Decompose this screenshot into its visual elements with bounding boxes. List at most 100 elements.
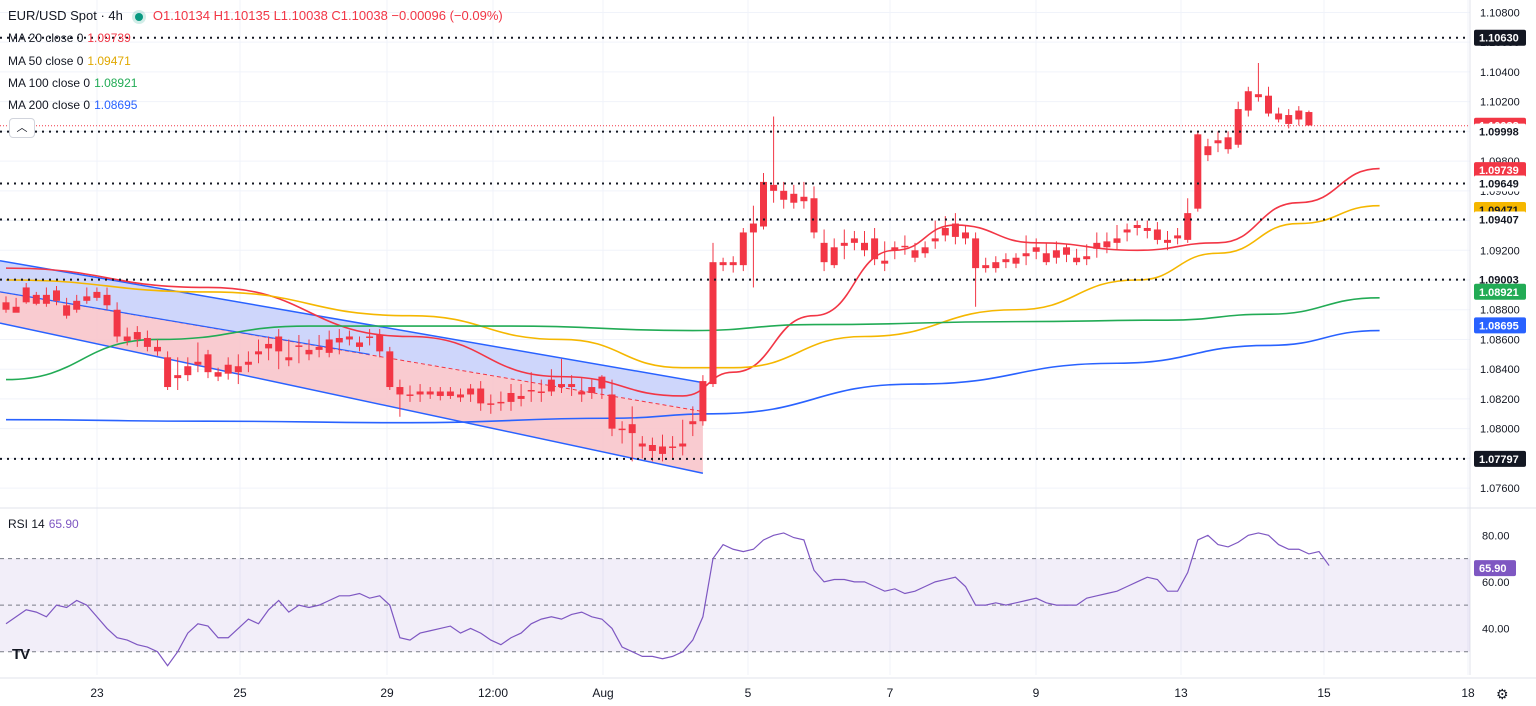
ma200-legend[interactable]: MA 200 close 0 1.08695 bbox=[8, 98, 137, 112]
price-label-box bbox=[1474, 175, 1526, 192]
candle-body bbox=[1214, 140, 1222, 144]
candle-body bbox=[820, 242, 828, 263]
candle-body bbox=[406, 394, 414, 396]
candle-body bbox=[487, 403, 495, 405]
candle-body bbox=[1295, 110, 1303, 120]
candle-body bbox=[154, 346, 161, 352]
price-label-text: 1.09003 bbox=[1479, 275, 1519, 287]
chevron-up-icon[interactable]: ︿ bbox=[9, 118, 35, 138]
price-label-box bbox=[1474, 162, 1526, 179]
time-tick-label: 25 bbox=[233, 686, 247, 700]
channel-layer bbox=[0, 259, 704, 474]
candle-body bbox=[305, 349, 313, 355]
candle-body bbox=[1123, 229, 1131, 233]
candle-body bbox=[174, 375, 182, 379]
candle-body bbox=[669, 446, 677, 448]
candle-body bbox=[83, 296, 91, 301]
candle-body bbox=[315, 346, 323, 350]
candle-body bbox=[1184, 213, 1192, 240]
candle-body bbox=[760, 181, 767, 227]
rsi-layer bbox=[5, 532, 1330, 667]
candle-body bbox=[951, 223, 959, 237]
candle-body bbox=[53, 290, 60, 301]
candle-body bbox=[709, 262, 717, 385]
candle-body bbox=[1164, 239, 1171, 243]
time-tick-label: 12:00 bbox=[478, 686, 508, 700]
candle-body bbox=[22, 287, 30, 303]
candle-body bbox=[164, 357, 172, 388]
candle-body bbox=[800, 196, 808, 202]
ohlc-readout: O1.10134 H1.10135 L1.10038 C1.10038 −0.0… bbox=[152, 8, 503, 23]
candle-body bbox=[598, 376, 606, 389]
ma-line-ma50 bbox=[5, 204, 1380, 369]
candle-body bbox=[416, 391, 424, 395]
candle-body bbox=[1285, 115, 1293, 124]
price-label-box bbox=[1474, 271, 1526, 288]
candle-body bbox=[699, 381, 707, 422]
gear-icon[interactable]: ⚙ bbox=[1496, 686, 1509, 702]
candle-body bbox=[1063, 247, 1070, 255]
candle-body bbox=[1153, 229, 1161, 240]
candle-body bbox=[628, 424, 636, 434]
candle-body bbox=[1022, 253, 1030, 257]
candle-body bbox=[941, 227, 949, 236]
candle-body bbox=[1113, 238, 1121, 243]
candle-body bbox=[467, 388, 475, 395]
market-status-dot bbox=[134, 12, 143, 21]
ma-line-ma200 bbox=[5, 329, 1380, 424]
price-label-text: 1.09998 bbox=[1479, 127, 1519, 139]
candle-body bbox=[335, 337, 343, 343]
rsi-tick-label: 60.00 bbox=[1482, 577, 1510, 589]
symbol-title[interactable]: EUR/USD Spot · 4h bbox=[8, 8, 123, 23]
channel-lower-fill bbox=[0, 291, 703, 474]
ma20-legend[interactable]: MA 20 close 0 1.09739 bbox=[8, 31, 131, 45]
ma20-value: 1.09739 bbox=[87, 31, 131, 45]
candle-body bbox=[376, 335, 384, 352]
candle-body bbox=[1275, 113, 1283, 120]
candle-body bbox=[679, 443, 687, 447]
tradingview-logo[interactable]: TV bbox=[12, 646, 30, 663]
candle-body bbox=[1073, 257, 1081, 263]
ma-layer bbox=[5, 167, 1380, 424]
price-label-text: 1.08921 bbox=[1479, 287, 1519, 299]
candle-body bbox=[1305, 112, 1313, 126]
channel-upper-line bbox=[0, 259, 704, 384]
time-tick-label: 13 bbox=[1174, 686, 1188, 700]
ma50-value: 1.09471 bbox=[87, 54, 131, 68]
candle-body bbox=[558, 384, 565, 388]
rsi-tick-label: 80.00 bbox=[1482, 530, 1510, 542]
candle-body bbox=[790, 193, 798, 203]
candle-body bbox=[871, 238, 879, 260]
candle-body bbox=[446, 391, 454, 396]
candle-body bbox=[1052, 250, 1060, 258]
ma-line-ma100 bbox=[5, 297, 1380, 381]
rsi-legend[interactable]: RSI 14 65.90 bbox=[8, 517, 79, 531]
candle-body bbox=[648, 445, 656, 451]
ma100-legend[interactable]: MA 100 close 0 1.08921 bbox=[8, 76, 137, 90]
time-tick-label: 15 bbox=[1317, 686, 1331, 700]
candle-body bbox=[911, 250, 919, 258]
candle-body bbox=[547, 379, 555, 392]
candle-body bbox=[1143, 227, 1151, 231]
time-tick-label: Aug bbox=[592, 686, 613, 700]
rsi-label: RSI 14 bbox=[8, 517, 45, 531]
price-label-box bbox=[1474, 450, 1526, 467]
candle-body bbox=[295, 345, 303, 347]
candle-body bbox=[184, 366, 192, 376]
ma50-legend[interactable]: MA 50 close 0 1.09471 bbox=[8, 54, 131, 68]
candle-body bbox=[194, 361, 202, 365]
candle-body bbox=[275, 336, 283, 352]
candle-body bbox=[1244, 91, 1252, 111]
candle-body bbox=[345, 336, 353, 340]
price-tick-label: 1.09200 bbox=[1480, 245, 1520, 257]
candle-body bbox=[659, 446, 666, 454]
candle-body bbox=[739, 232, 747, 266]
candle-body bbox=[2, 302, 10, 310]
candle-body bbox=[103, 294, 111, 306]
price-tick-label: 1.08000 bbox=[1480, 424, 1520, 436]
candle-body bbox=[224, 364, 232, 374]
candle-body bbox=[386, 351, 394, 388]
price-label-box bbox=[1474, 29, 1526, 46]
candle-body bbox=[921, 247, 929, 254]
